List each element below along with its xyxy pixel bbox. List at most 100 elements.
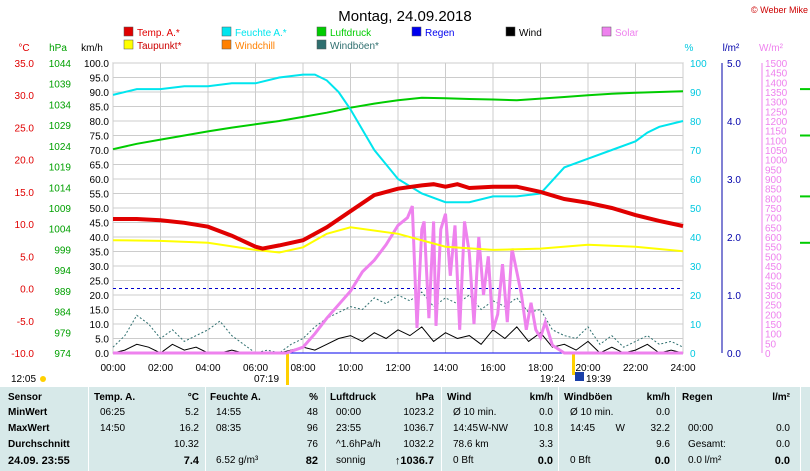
solar-line [113,205,683,355]
pressure-value: ↑1036.7 [394,455,434,467]
wind-tick: 40.0 [90,233,110,244]
humidity-time: 08:35 [216,423,242,434]
sensor-row-label: Durchschnitt [8,439,70,450]
wind-tick: 65.0 [90,161,110,172]
humidity-value: 48 [306,407,318,418]
humidity-time: 14:55 [216,407,242,418]
temp-tick: 25.0 [15,123,35,134]
pressure-tick: 1019 [49,163,72,174]
gusts-unit: km/h [646,392,670,403]
gusts-dir: W [615,423,625,434]
solar-tick: 350 [765,281,782,292]
sunset-marker [572,353,575,375]
grid [112,62,684,354]
solar-tick: 1450 [765,69,788,80]
solar-tick: 1000 [765,156,788,167]
temp-tick: 10.0 [15,220,35,231]
solar-tick: 50 [765,339,777,350]
pressure-tick: 1014 [49,183,72,194]
wind-tick: 10.0 [90,320,110,331]
wind-tick: 20.0 [90,291,110,302]
humidity-tick: 30 [690,262,702,273]
wind-time: 14:45 [453,423,479,434]
solar-tick: 150 [765,320,782,331]
humidity-value: 76 [306,439,318,450]
humidity-tick: 80 [690,117,702,128]
copyright: © Weber Mike [751,5,808,15]
weather-chart: °C hPa km/h% l/m² W/m² -10.0 -5.0 0.0 5.0 10.0 15.… [11,5,810,385]
x-tick-label: 10:00 [338,363,363,374]
wind-value: 10.8 [533,423,553,434]
gusts-value: 0.0 [656,407,670,418]
wind-unit: km/h [81,43,103,54]
temp-tick: 30.0 [15,91,35,102]
humidity-unit: % [685,43,694,54]
column-separator [675,387,676,471]
legend-swatch [221,39,232,50]
humidity-tick: 10 [690,320,702,331]
gusts-value: 32.2 [650,423,670,434]
solar-tick: 850 [765,185,782,196]
wind-time: 78.6 km [453,439,489,450]
temp-tick: 20.0 [15,156,35,167]
wind-tick: 5.0 [95,335,109,346]
pressure-value: 1036.7 [403,423,434,434]
legend-label: Temp. A.* [137,28,180,39]
sunrise-left-label: 12:05 [11,374,36,385]
temp-tick: -10.0 [11,349,34,360]
wind-tick: 35.0 [90,248,110,259]
humidity-tick: 50 [690,204,702,215]
wind-tick: 95.0 [90,74,110,85]
legend-label: Windböen* [330,41,379,52]
rain-time: Gesamt: [688,439,726,450]
solar-tick: 200 [765,310,782,321]
temp-header: Temp. A. [94,392,136,403]
wind-unit: km/h [529,392,553,403]
rain-tick: 4.0 [727,117,741,128]
pressure-tick: 979 [54,328,71,339]
rain-time: 0.0 l/m² [688,455,722,466]
temp-unit: °C [18,43,29,54]
wind-tick: 80.0 [90,117,110,128]
series [112,73,684,355]
humidity-line [112,73,684,204]
solar-tick: 1150 [765,127,787,138]
rain-unit: l/m² [772,392,790,403]
sunrise-marker [286,353,289,385]
rain-tick: 5.0 [727,59,741,70]
gusts-header: Windböen [564,392,613,403]
wind-tick: 85.0 [90,103,110,114]
wind-tick: 50.0 [90,204,110,215]
pressure-tick: 1034 [49,100,72,111]
rain-tick: 1.0 [727,291,741,302]
wind-tick: 70.0 [90,146,110,157]
solar-tick: 700 [765,214,782,225]
sensor-header: Sensor [8,392,42,403]
sensor-row-label: 24.09. 23:55 [8,455,70,467]
column-separator [88,387,89,471]
legend-swatch [221,26,232,37]
sensor-row-label: MaxWert [8,423,50,434]
rain-value: 0.0 [776,423,790,434]
solar-tick: 1200 [765,117,788,128]
pressure-tick: 984 [54,308,71,319]
pressure-unit: hPa [415,392,434,403]
sunrise-label: 07:19 [254,374,279,385]
legend-label: Windchill [235,41,275,52]
legend-swatch [316,26,327,37]
x-tick-label: 08:00 [290,363,315,374]
temp-tick: 35.0 [15,59,35,70]
x-tick-label: 06:00 [243,363,268,374]
solar-tick: 650 [765,223,782,234]
solar-tick: 1100 [765,136,787,147]
rain-value: 0.0 [774,455,790,467]
temp-tick: 0.0 [20,285,34,296]
solar-unit: W/m² [759,43,784,54]
x-tick-label: 16:00 [480,363,505,374]
humidity-tick: 100 [690,59,707,70]
pressure-time: 23:55 [336,423,362,434]
legend-label: Luftdruck [330,28,372,39]
rain-header: Regen [682,392,713,403]
wind-tick: 45.0 [90,219,110,230]
x-tick-label: 22:00 [623,363,648,374]
